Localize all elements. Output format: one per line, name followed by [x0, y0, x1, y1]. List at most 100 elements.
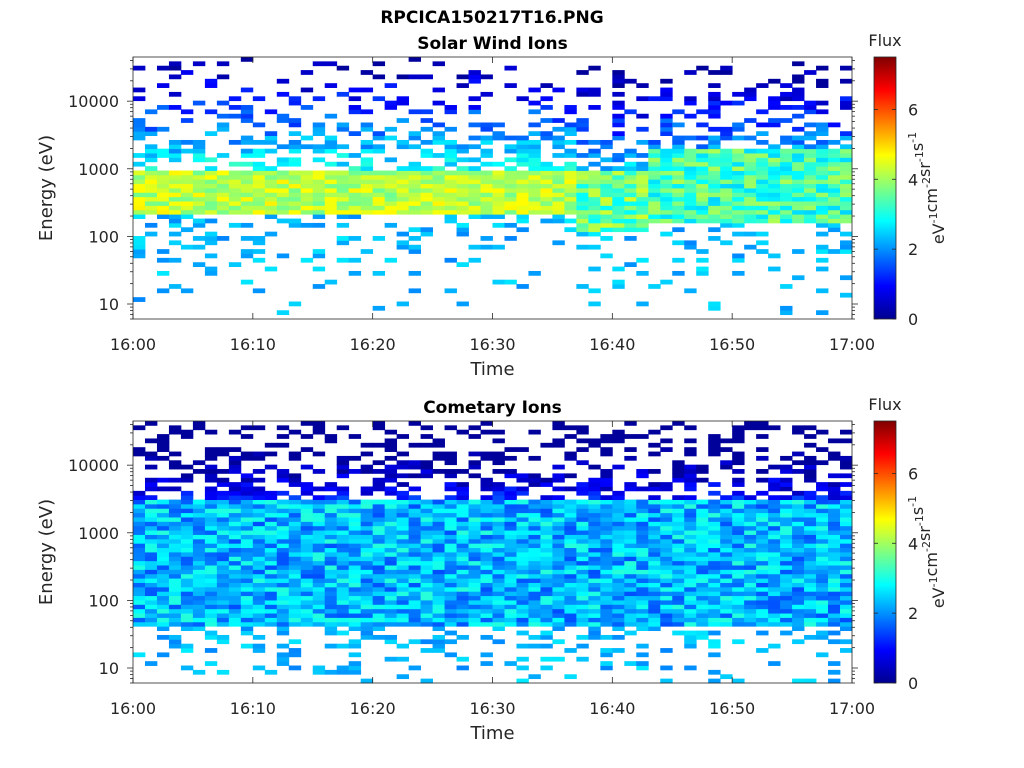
heatmap-cell	[780, 565, 793, 570]
heatmap-cell	[456, 547, 469, 553]
heatmap-cell	[708, 188, 721, 193]
heatmap-cell	[660, 503, 673, 509]
heatmap-cell	[516, 214, 529, 219]
x-tick-label: 17:00	[829, 699, 875, 718]
heatmap-cell	[468, 174, 481, 180]
heatmap-cell	[516, 508, 529, 514]
heatmap-cell	[288, 556, 302, 562]
heatmap-cell	[288, 586, 302, 592]
heatmap-cell	[780, 547, 793, 553]
heatmap-cell	[348, 569, 362, 575]
heatmap-cell	[780, 525, 793, 531]
heatmap-cell	[444, 153, 457, 158]
heatmap-cell	[756, 586, 769, 592]
heatmap-cell	[504, 661, 517, 666]
heatmap-cell	[324, 135, 338, 141]
heatmap-cell	[708, 174, 721, 180]
heatmap-cell	[840, 214, 853, 219]
heatmap-cell	[840, 438, 853, 444]
heatmap-cell	[300, 508, 314, 514]
heatmap-cell	[540, 573, 553, 579]
heatmap-cell	[672, 560, 685, 566]
heatmap-cell	[768, 78, 781, 84]
heatmap-cell	[360, 148, 374, 154]
heatmap-cell	[384, 543, 398, 549]
heatmap-cell	[372, 556, 386, 562]
heatmap-cell	[720, 174, 733, 180]
heatmap-cell	[288, 508, 302, 514]
heatmap-cell	[468, 517, 481, 522]
heatmap-cell	[312, 669, 326, 675]
heatmap-cell	[168, 552, 182, 557]
heatmap-cell	[420, 166, 433, 171]
heatmap-cell	[240, 600, 254, 605]
heatmap-cell	[372, 503, 386, 509]
heatmap-cell	[804, 425, 817, 431]
heatmap-cell	[396, 556, 410, 562]
heatmap-cell	[744, 118, 757, 123]
heatmap-cell	[240, 109, 254, 115]
heatmap-cell	[672, 600, 685, 605]
heatmap-cell	[840, 205, 853, 211]
heatmap-cell	[204, 552, 218, 557]
heatmap-cell	[204, 530, 218, 535]
heatmap-cell	[660, 608, 673, 614]
heatmap-cell	[372, 543, 386, 549]
heatmap-cell	[204, 201, 218, 206]
heatmap-cell	[228, 222, 242, 228]
heatmap-cell	[828, 495, 841, 500]
heatmap-cell	[708, 196, 721, 202]
heatmap-cell	[672, 188, 685, 193]
heatmap-cell	[540, 586, 553, 592]
heatmap-cell	[816, 569, 829, 575]
heatmap-cell	[396, 508, 410, 514]
heatmap-cell	[396, 578, 410, 583]
heatmap-cell	[384, 656, 398, 662]
heatmap-cell	[336, 222, 350, 228]
heatmap-cell	[576, 227, 589, 233]
heatmap-cell	[720, 586, 733, 592]
heatmap-cell	[228, 530, 242, 535]
heatmap-cell	[192, 556, 206, 562]
heatmap-cell	[240, 113, 254, 119]
heatmap-cell	[612, 266, 625, 272]
heatmap-cell	[612, 499, 625, 505]
heatmap-cell	[804, 455, 817, 461]
heatmap-cell	[300, 192, 314, 198]
heatmap-cell	[816, 578, 829, 583]
heatmap-cell	[660, 205, 673, 211]
heatmap-cell	[144, 552, 158, 557]
heatmap-cell	[396, 170, 410, 176]
heatmap-cell	[288, 613, 302, 618]
heatmap-cell	[384, 209, 398, 215]
heatmap-cell	[600, 495, 613, 500]
heatmap-cell	[528, 517, 541, 522]
heatmap-cell	[660, 499, 673, 505]
heatmap-cell	[480, 139, 493, 145]
heatmap-cell	[276, 547, 290, 553]
heatmap-cell	[192, 521, 206, 527]
heatmap-cell	[564, 543, 577, 549]
heatmap-cell	[468, 192, 481, 198]
heatmap-cell	[372, 552, 386, 557]
heatmap-cell	[360, 534, 374, 540]
heatmap-cell	[612, 608, 625, 614]
heatmap-cell	[252, 192, 266, 198]
heatmap-cell	[600, 595, 613, 601]
heatmap-cell	[564, 122, 577, 128]
heatmap-cell	[276, 508, 290, 514]
heatmap-cell	[564, 595, 577, 601]
heatmap-cell	[468, 600, 481, 605]
heatmap-cell	[792, 530, 805, 535]
heatmap-cell	[336, 460, 350, 466]
heatmap-cell	[468, 214, 481, 219]
heatmap-cell	[156, 508, 170, 514]
heatmap-cell	[276, 543, 290, 549]
heatmap-cell	[192, 669, 206, 675]
heatmap-cell	[168, 534, 182, 540]
heatmap-cell	[576, 604, 589, 610]
heatmap-cell	[672, 270, 685, 276]
heatmap-cell	[720, 608, 733, 614]
heatmap-cell	[696, 530, 709, 535]
heatmap-cell	[240, 174, 254, 180]
